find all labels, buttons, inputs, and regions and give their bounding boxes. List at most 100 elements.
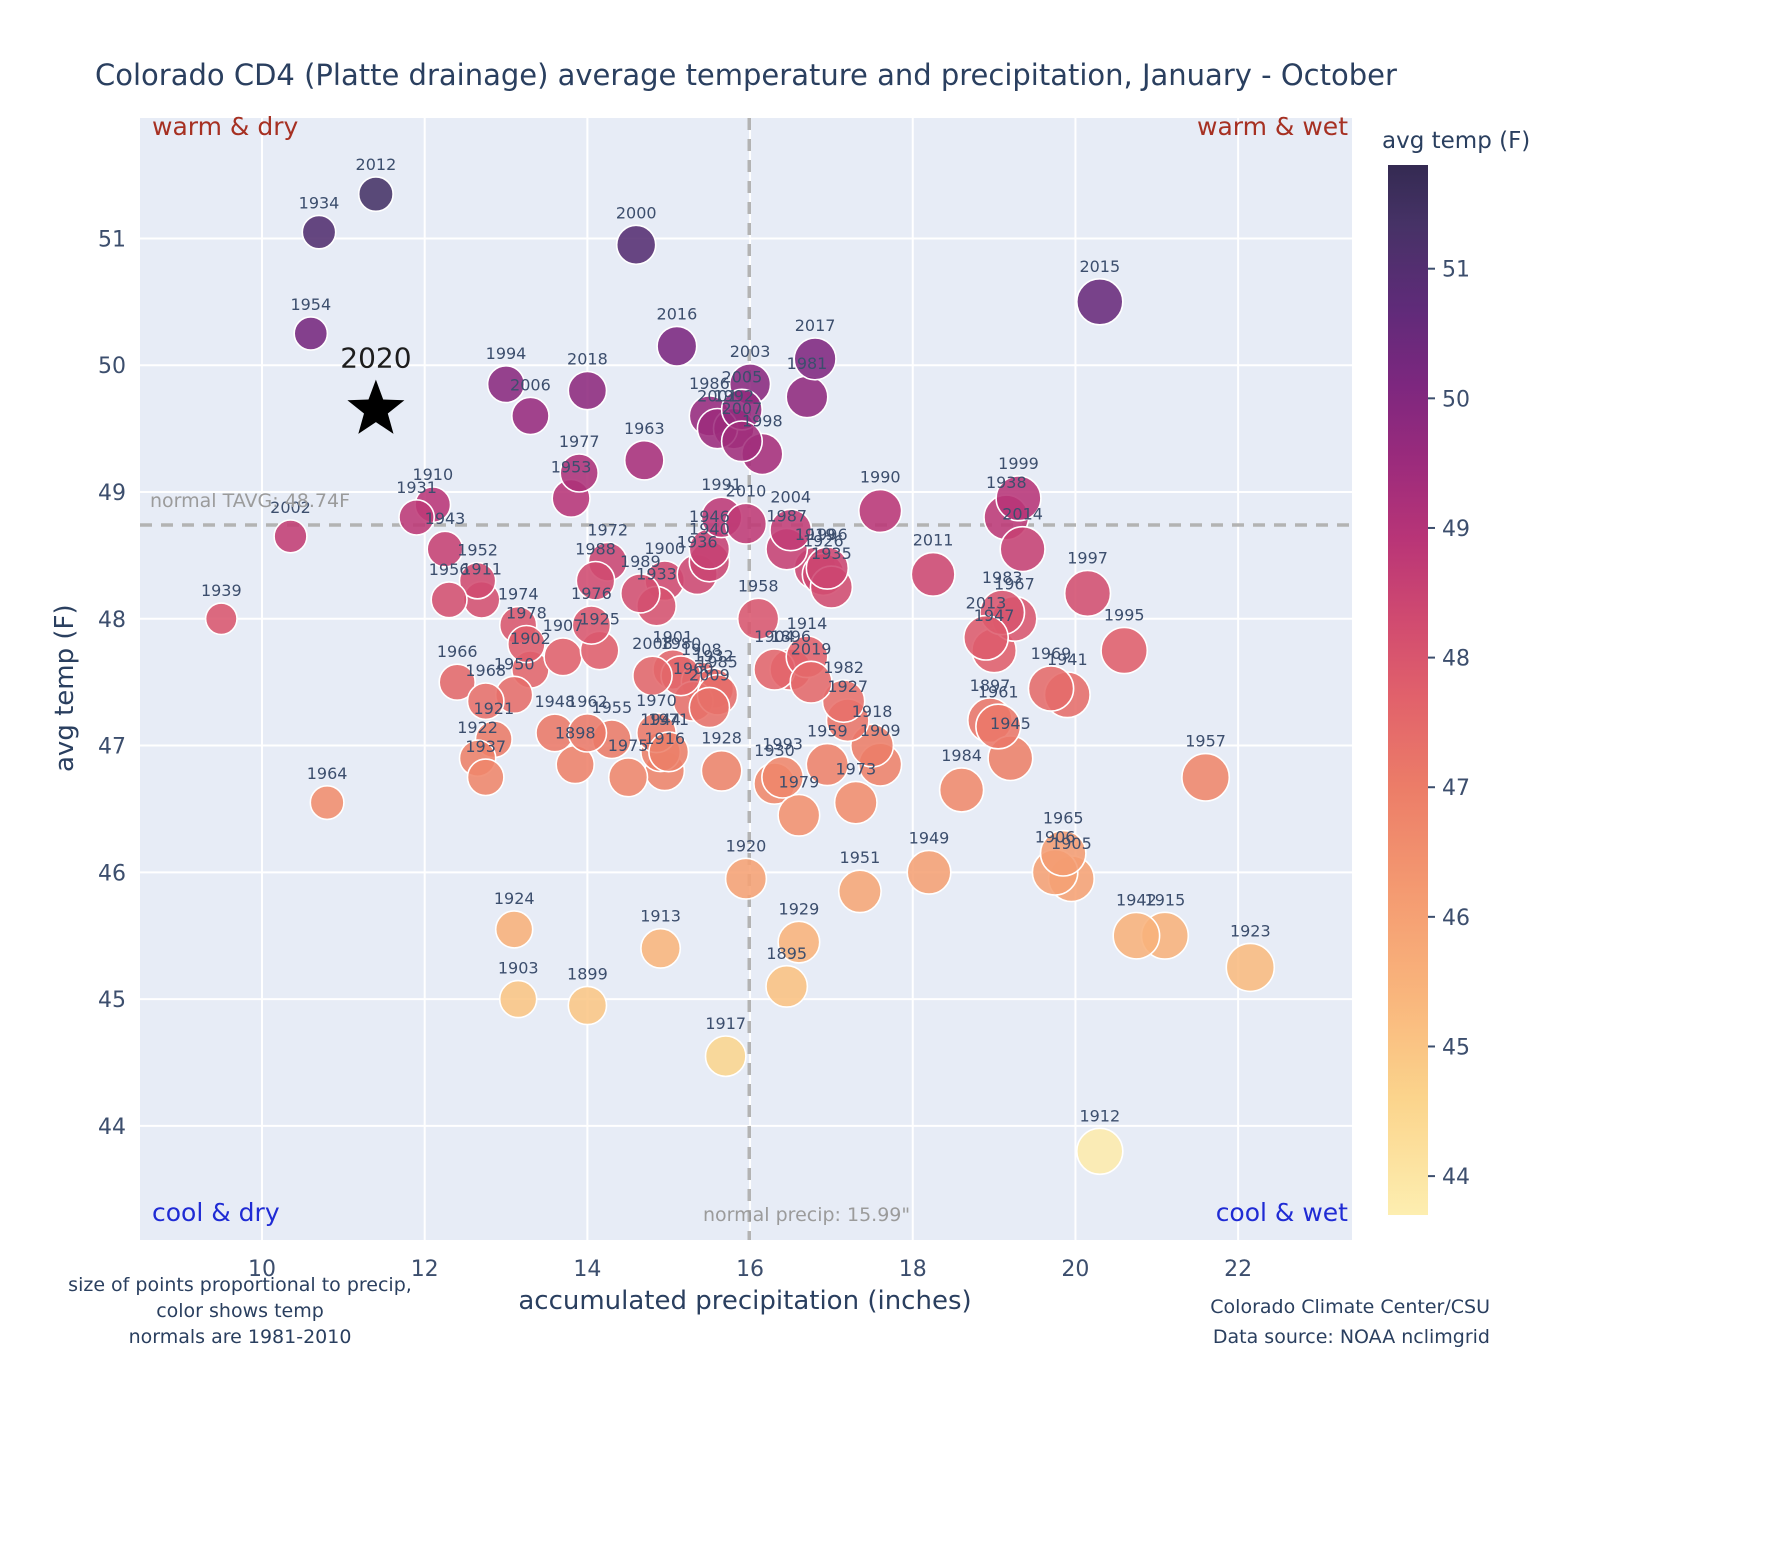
point-label: 1994 [486, 344, 527, 363]
data-point [833, 780, 878, 825]
point-label: 1977 [559, 432, 600, 451]
point-label: 1936 [677, 532, 718, 551]
point-label: 1955 [591, 698, 632, 717]
footnote-line: normals are 1981-2010 [128, 1326, 352, 1348]
data-point [1063, 569, 1112, 618]
data-point [494, 910, 534, 949]
point-label: 1998 [742, 412, 783, 431]
y-tick-label: 47 [98, 735, 126, 760]
data-point [793, 337, 837, 381]
data-point [632, 655, 673, 697]
colorbar-tick-label: 46 [1442, 906, 1470, 931]
data-point [769, 508, 813, 552]
data-point [805, 742, 850, 787]
point-label: 2013 [966, 594, 1007, 613]
point-label: 1929 [779, 899, 820, 918]
data-point [615, 224, 657, 266]
point-label: 1920 [726, 836, 767, 855]
chart-title: Colorado CD4 (Platte drainage) average t… [95, 58, 1397, 92]
point-label: 1958 [738, 576, 779, 595]
point-label: 2001 [697, 387, 738, 406]
point-label: 1979 [779, 773, 820, 792]
data-point [995, 475, 1042, 522]
point-label: 1944 [640, 710, 681, 729]
normal-tavg-label: normal TAVG: 48.74F [150, 490, 351, 512]
point-label: 1917 [705, 1014, 746, 1033]
point-label: 1910 [412, 465, 453, 484]
point-label: 2017 [795, 316, 836, 335]
point-label: 1903 [498, 959, 539, 978]
data-point [301, 214, 337, 250]
x-tick-label: 10 [248, 1257, 276, 1282]
data-point [999, 525, 1046, 573]
data-point [938, 767, 985, 813]
point-label: 2014 [1002, 505, 1043, 524]
point-label: 1993 [762, 735, 803, 754]
point-label: 1960 [673, 659, 714, 678]
point-label: 1934 [299, 193, 340, 212]
footnote-line: size of points proportional to precip, [68, 1274, 412, 1296]
point-label: 1969 [1031, 644, 1072, 663]
point-label: 1974 [498, 585, 539, 604]
point-label: 2004 [770, 487, 811, 506]
point-label: 1895 [766, 944, 807, 963]
y-tick-label: 46 [98, 861, 126, 886]
point-label: 1968 [465, 661, 506, 680]
data-point [789, 660, 833, 704]
data-point [607, 757, 649, 798]
point-label: 1930 [754, 741, 795, 760]
point-label: 1945 [990, 714, 1031, 733]
data-point [975, 703, 1022, 750]
point-label: 1957 [1185, 732, 1226, 751]
point-label: 1931 [396, 478, 437, 497]
point-label: 2015 [1079, 257, 1120, 276]
point-label: 1932 [693, 646, 734, 665]
highlight-star-group: 2020 [340, 342, 412, 434]
point-label: 1940 [689, 520, 730, 539]
data-point [1181, 752, 1231, 802]
point-label: 1983 [982, 568, 1023, 587]
data-point [273, 519, 308, 554]
point-label: 1990 [860, 468, 901, 487]
point-label: 1966 [437, 642, 478, 661]
x-tick-label: 16 [736, 1257, 764, 1282]
data-point [619, 573, 661, 614]
colorbar-tick-label: 48 [1442, 647, 1470, 672]
data-point [430, 581, 468, 619]
data-point [777, 793, 821, 837]
data-point [623, 439, 665, 481]
point-label: 1913 [640, 907, 681, 926]
point-label: 1972 [587, 521, 628, 540]
star-icon [347, 379, 405, 434]
data-point [910, 551, 956, 598]
point-label: 1991 [701, 475, 742, 494]
data-point [724, 502, 768, 545]
data-point [204, 602, 238, 636]
point-label: 2006 [510, 375, 551, 394]
point-label: 1908 [681, 640, 722, 659]
quadrant-label-warm-wet: warm & wet [1197, 112, 1348, 141]
x-tick-label: 14 [573, 1257, 601, 1282]
point-label: 1970 [636, 691, 677, 710]
colorbar-tick-label: 50 [1442, 387, 1470, 412]
data-point [498, 979, 538, 1019]
data-point [438, 663, 477, 702]
point-label: 1964 [307, 764, 348, 783]
point-label: 1961 [978, 682, 1019, 701]
point-label: 1975 [608, 736, 649, 755]
quadrant-label-warm-dry: warm & dry [152, 112, 299, 141]
data-point [1076, 277, 1124, 326]
point-label: 1943 [425, 509, 466, 528]
point-labels: 1895 1896 1897 1898 1899 1900 1901 1902 1903 1904… [201, 155, 1271, 1126]
point-label: 2005 [722, 367, 763, 386]
point-label: 1918 [852, 702, 893, 721]
point-label: 1906 [1035, 828, 1076, 847]
point-label: 1948 [534, 692, 575, 711]
point-label: 2010 [726, 481, 767, 500]
point-label: 1899 [567, 964, 608, 983]
point-label: 1997 [1067, 549, 1108, 568]
point-label: 2011 [913, 531, 954, 550]
point-label: 1992 [713, 386, 754, 405]
data-point [559, 453, 600, 493]
data-point [761, 755, 805, 799]
